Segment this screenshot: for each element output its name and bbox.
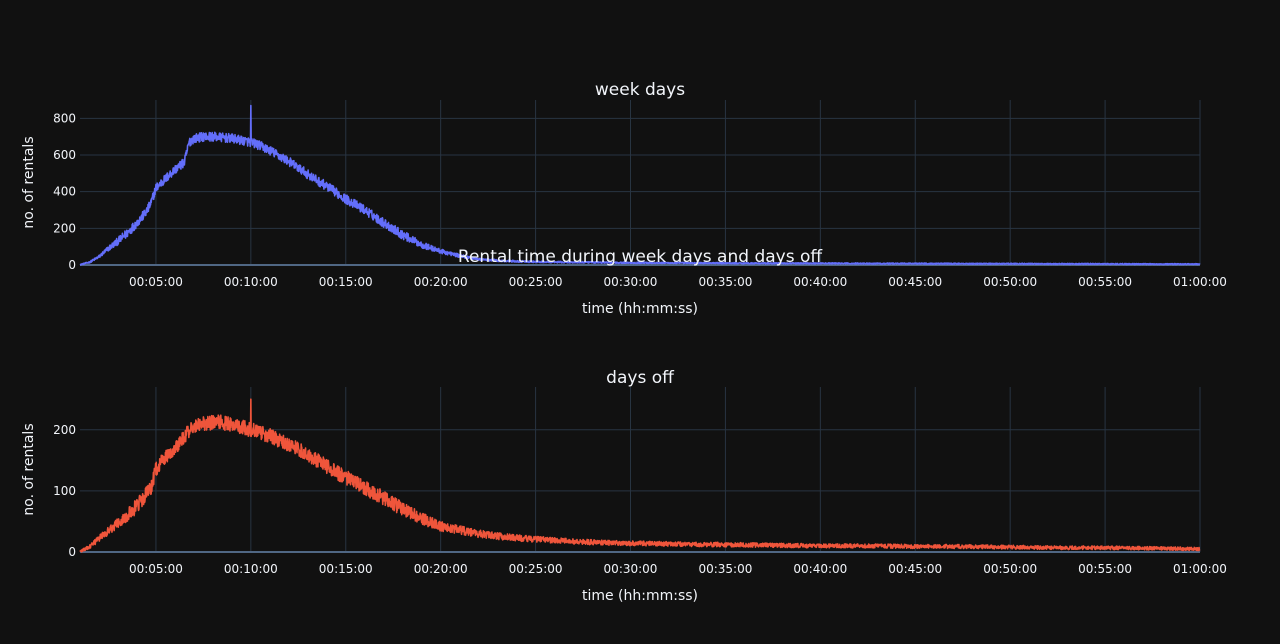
subplot-title: days off — [606, 368, 675, 388]
x-axis-title: time (hh:mm:ss) — [582, 301, 698, 317]
x-tick-label: 00:45:00 — [888, 562, 942, 576]
x-tick-label: 00:55:00 — [1078, 562, 1132, 576]
series-line-days-off — [79, 398, 1201, 553]
series-line-week-days — [79, 104, 1201, 266]
x-tick-label: 00:05:00 — [129, 275, 183, 289]
x-tick-label: 00:35:00 — [698, 275, 752, 289]
x-tick-label: 00:55:00 — [1078, 275, 1132, 289]
x-tick-label: 00:35:00 — [698, 562, 752, 576]
x-tick-label: 00:15:00 — [319, 562, 373, 576]
subplot-title: week days — [595, 80, 685, 100]
x-tick-label: 00:25:00 — [509, 275, 563, 289]
y-axis-title: no. of rentals — [21, 136, 37, 228]
y-tick-label: 0 — [68, 545, 76, 559]
x-tick-label: 00:40:00 — [793, 562, 847, 576]
y-tick-label: 200 — [53, 423, 76, 437]
x-tick-label: 00:30:00 — [604, 275, 658, 289]
x-tick-label: 00:20:00 — [414, 562, 468, 576]
figure-title: Rental time during week days and days of… — [458, 247, 823, 267]
x-tick-label: 01:00:00 — [1173, 562, 1227, 576]
x-tick-label: 00:25:00 — [509, 562, 563, 576]
x-tick-label: 00:40:00 — [793, 275, 847, 289]
x-tick-label: 00:05:00 — [129, 562, 183, 576]
y-axis-title: no. of rentals — [21, 423, 37, 515]
y-tick-label: 800 — [53, 111, 76, 125]
y-tick-label: 100 — [53, 484, 76, 498]
x-axis-title: time (hh:mm:ss) — [582, 588, 698, 604]
y-tick-label: 600 — [53, 148, 76, 162]
x-tick-label: 00:10:00 — [224, 275, 278, 289]
x-tick-label: 00:15:00 — [319, 275, 373, 289]
x-tick-label: 00:50:00 — [983, 275, 1037, 289]
subplots: 00:05:00 00:10:00 00:15:00 00:20:00 00:25:00… — [21, 80, 1227, 604]
x-tick-label: 00:10:00 — [224, 562, 278, 576]
subplot-week-days: 00:05:00 00:10:00 00:15:00 00:20:00 00:25:00… — [21, 80, 1227, 317]
x-tick-label: 00:45:00 — [888, 275, 942, 289]
x-tick-label: 01:00:00 — [1173, 275, 1227, 289]
y-tick-label: 0 — [68, 258, 76, 272]
y-tick-label: 400 — [53, 185, 76, 199]
y-tick-label: 200 — [53, 221, 76, 235]
x-tick-label: 00:20:00 — [414, 275, 468, 289]
x-tick-label: 00:50:00 — [983, 562, 1037, 576]
subplot-days-off: 00:05:00 00:10:00 00:15:00 00:20:00 00:25:00… — [21, 368, 1227, 604]
x-tick-label: 00:30:00 — [604, 562, 658, 576]
